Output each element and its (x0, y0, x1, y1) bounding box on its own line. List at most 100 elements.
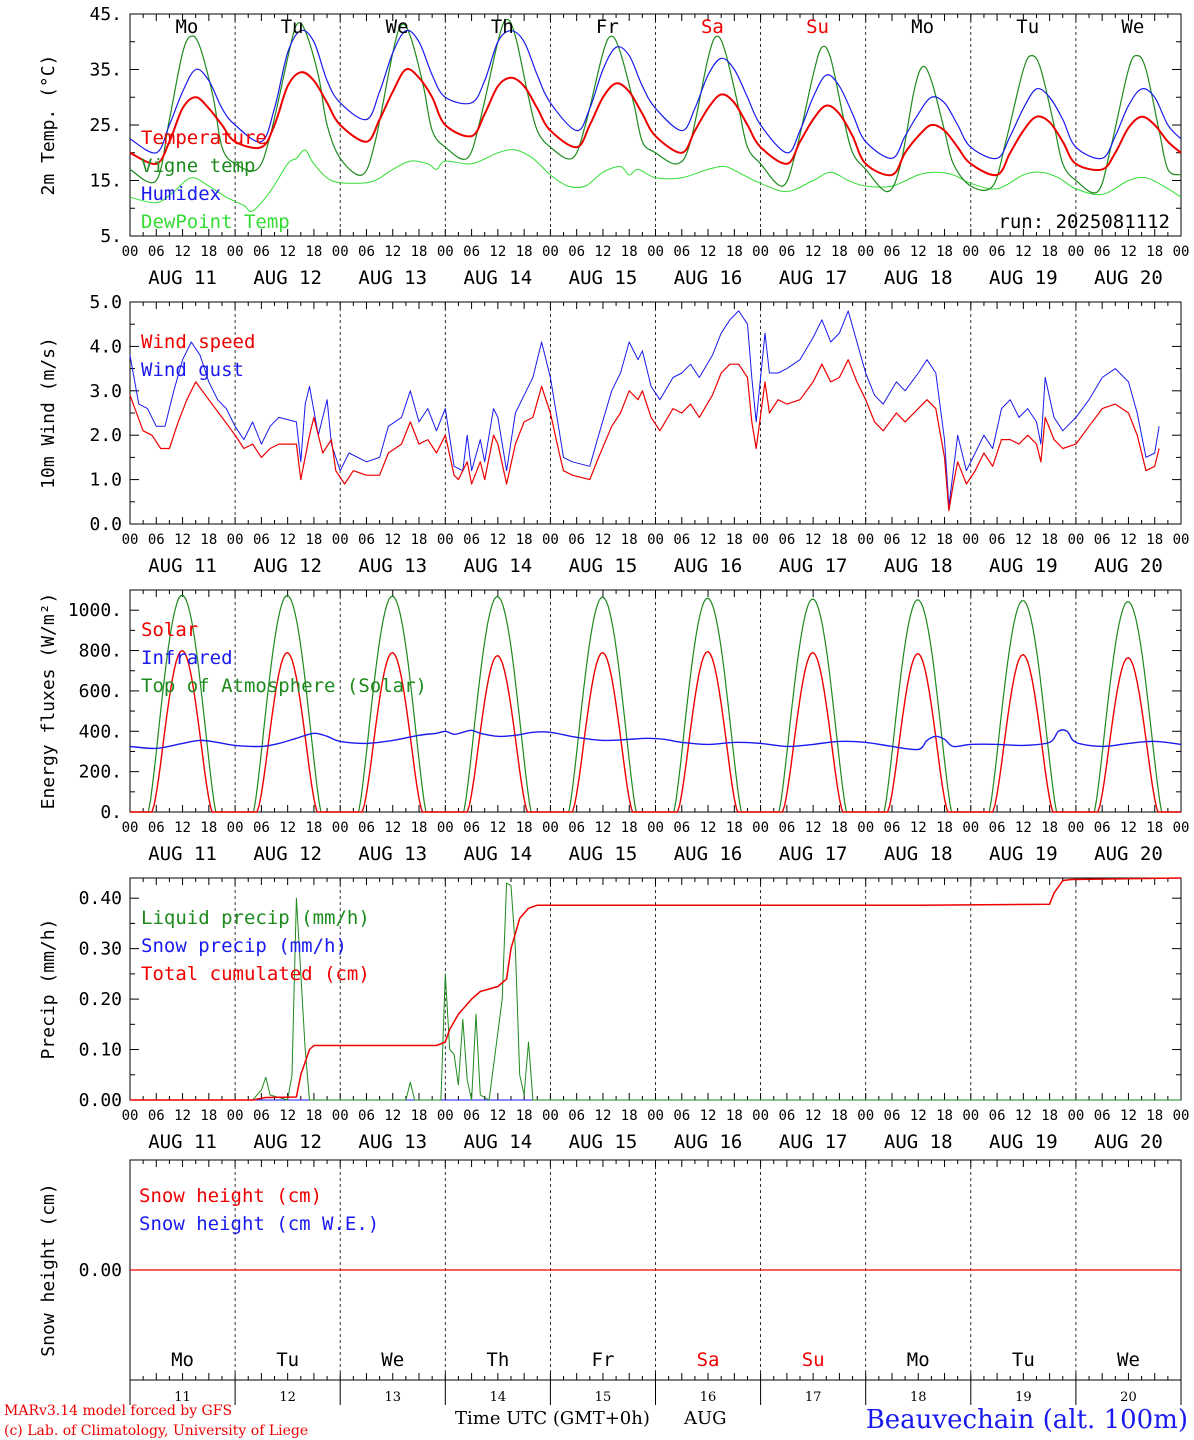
date-label: AUG 17 (779, 1131, 848, 1153)
hour-tick-label: 12 (700, 244, 717, 260)
hour-tick-label: 06 (568, 1108, 585, 1124)
hour-tick-label: 12 (805, 244, 822, 260)
date-label: AUG 18 (884, 1131, 953, 1153)
hour-tick-label: 12 (700, 532, 717, 548)
day-number-label: 20 (1120, 1390, 1137, 1405)
hour-tick-label: 06 (673, 532, 690, 548)
hour-tick-label: 06 (358, 532, 375, 548)
y-tick-label: 45. (89, 4, 122, 25)
hour-tick-label: 18 (726, 244, 743, 260)
date-label: AUG 19 (989, 555, 1058, 577)
hour-tick-label: 18 (516, 1108, 533, 1124)
hour-tick-label: 18 (305, 820, 322, 836)
day-number-label: 13 (384, 1390, 401, 1405)
hour-tick-label: 18 (621, 1108, 638, 1124)
hour-tick-label: 06 (253, 532, 270, 548)
hour-tick-label: 12 (1015, 244, 1032, 260)
day-number-label: 16 (700, 1390, 717, 1405)
hour-tick-label: 00 (122, 244, 139, 260)
hour-tick-label: 00 (437, 532, 454, 548)
hour-tick-label: 00 (857, 820, 874, 836)
hour-tick-label: 12 (489, 1108, 506, 1124)
hour-tick-label: 12 (489, 532, 506, 548)
hour-tick-label: 00 (542, 820, 559, 836)
hour-tick-label: 18 (1041, 820, 1058, 836)
hour-tick-label: 12 (1120, 820, 1137, 836)
hour-tick-label: 18 (621, 820, 638, 836)
date-label: AUG 20 (1094, 267, 1163, 289)
hour-tick-label: 12 (1120, 244, 1137, 260)
hour-tick-label: 06 (358, 820, 375, 836)
date-label: AUG 18 (884, 267, 953, 289)
legend-entry: Snow precip (mm/h) (141, 935, 347, 957)
y-tick-label: 1000. (68, 600, 122, 621)
day-abbr-label: Mo (175, 16, 198, 38)
hour-tick-label: 12 (1120, 532, 1137, 548)
legend-entry: Wind gust (141, 359, 244, 381)
hour-tick-label: 06 (778, 820, 795, 836)
hour-tick-label: 18 (726, 820, 743, 836)
y-tick-label: 5.0 (89, 292, 122, 313)
hour-tick-label: 06 (989, 1108, 1006, 1124)
hour-tick-label: 06 (778, 244, 795, 260)
hour-tick-label: 00 (752, 820, 769, 836)
hour-tick-label: 06 (148, 244, 165, 260)
credit-lab: (c) Lab. of Climatology, University of L… (4, 1423, 308, 1439)
hour-tick-label: 06 (1094, 244, 1111, 260)
date-label: AUG 16 (674, 267, 743, 289)
hour-tick-label: 00 (122, 1108, 139, 1124)
hour-tick-label: 18 (831, 244, 848, 260)
hour-tick-label: 00 (332, 532, 349, 548)
legend-entry: Humidex (141, 183, 221, 205)
hour-tick-label: 18 (411, 1108, 428, 1124)
legend-entry: Solar (141, 619, 198, 641)
hour-tick-label: 12 (1120, 1108, 1137, 1124)
hour-tick-label: 00 (542, 1108, 559, 1124)
hour-tick-label: 00 (227, 820, 244, 836)
hour-tick-label: 00 (542, 244, 559, 260)
day-number-label: 18 (910, 1390, 927, 1405)
hour-tick-label: 18 (936, 1108, 953, 1124)
legend-entry: Snow height (cm) (139, 1185, 322, 1207)
date-label: AUG 16 (674, 555, 743, 577)
y-tick-label: 25. (89, 115, 122, 136)
day-abbr-label: We (1121, 16, 1144, 38)
day-abbr-label: Sa (697, 1349, 720, 1371)
legend-entry: Liquid precip (mm/h) (141, 907, 370, 929)
day-abbr-label: We (381, 1349, 404, 1371)
y-tick-label: 2.0 (89, 425, 122, 446)
hour-tick-label: 00 (227, 244, 244, 260)
hour-tick-label: 06 (989, 820, 1006, 836)
legend-entry: DewPoint Temp (141, 211, 290, 233)
hour-tick-label: 18 (200, 820, 217, 836)
y-axis-label: 10m Wind (m/s) (38, 337, 59, 489)
date-label: AUG 12 (253, 267, 322, 289)
hour-tick-label: 18 (831, 1108, 848, 1124)
bottom-day-numbers: 11 12 13 14 15 16 17 18 19 20 (129, 1380, 1182, 1405)
date-label: AUG 14 (464, 1131, 533, 1153)
hour-tick-label: 18 (305, 532, 322, 548)
day-number-label: 17 (805, 1390, 822, 1405)
hour-tick-label: 00 (332, 244, 349, 260)
hour-tick-label: 12 (910, 532, 927, 548)
x-axis-labels-3: 00 06 12 18 AUG 11 00 06 12 18 AUG 12 00 06 12 18 AUG … (122, 820, 1190, 865)
hour-tick-label: 00 (752, 1108, 769, 1124)
y-tick-label: 4.0 (89, 336, 122, 357)
hour-tick-label: 06 (253, 820, 270, 836)
date-label: AUG 20 (1094, 843, 1163, 865)
hour-tick-label: 00 (1067, 532, 1084, 548)
y-axis-label: Energy fluxes (W/m²) (38, 593, 59, 810)
y-tick-label: 0.0 (89, 514, 122, 535)
hour-tick-label: 06 (778, 532, 795, 548)
hour-tick-label: 06 (358, 244, 375, 260)
hour-tick-label: 18 (1146, 1108, 1163, 1124)
day-abbr-label: We (1117, 1349, 1140, 1371)
hour-tick-label: 00 (962, 244, 979, 260)
x-axis-labels-1: 00 06 12 18 AUG 11 00 06 12 18 AUG 12 00 06 12 18 AUG … (122, 244, 1190, 289)
hour-tick-label: 06 (673, 1108, 690, 1124)
hour-tick-label: 00 (752, 532, 769, 548)
hour-tick-label: 06 (989, 532, 1006, 548)
hour-tick-label: 06 (463, 820, 480, 836)
date-label: AUG 18 (884, 843, 953, 865)
